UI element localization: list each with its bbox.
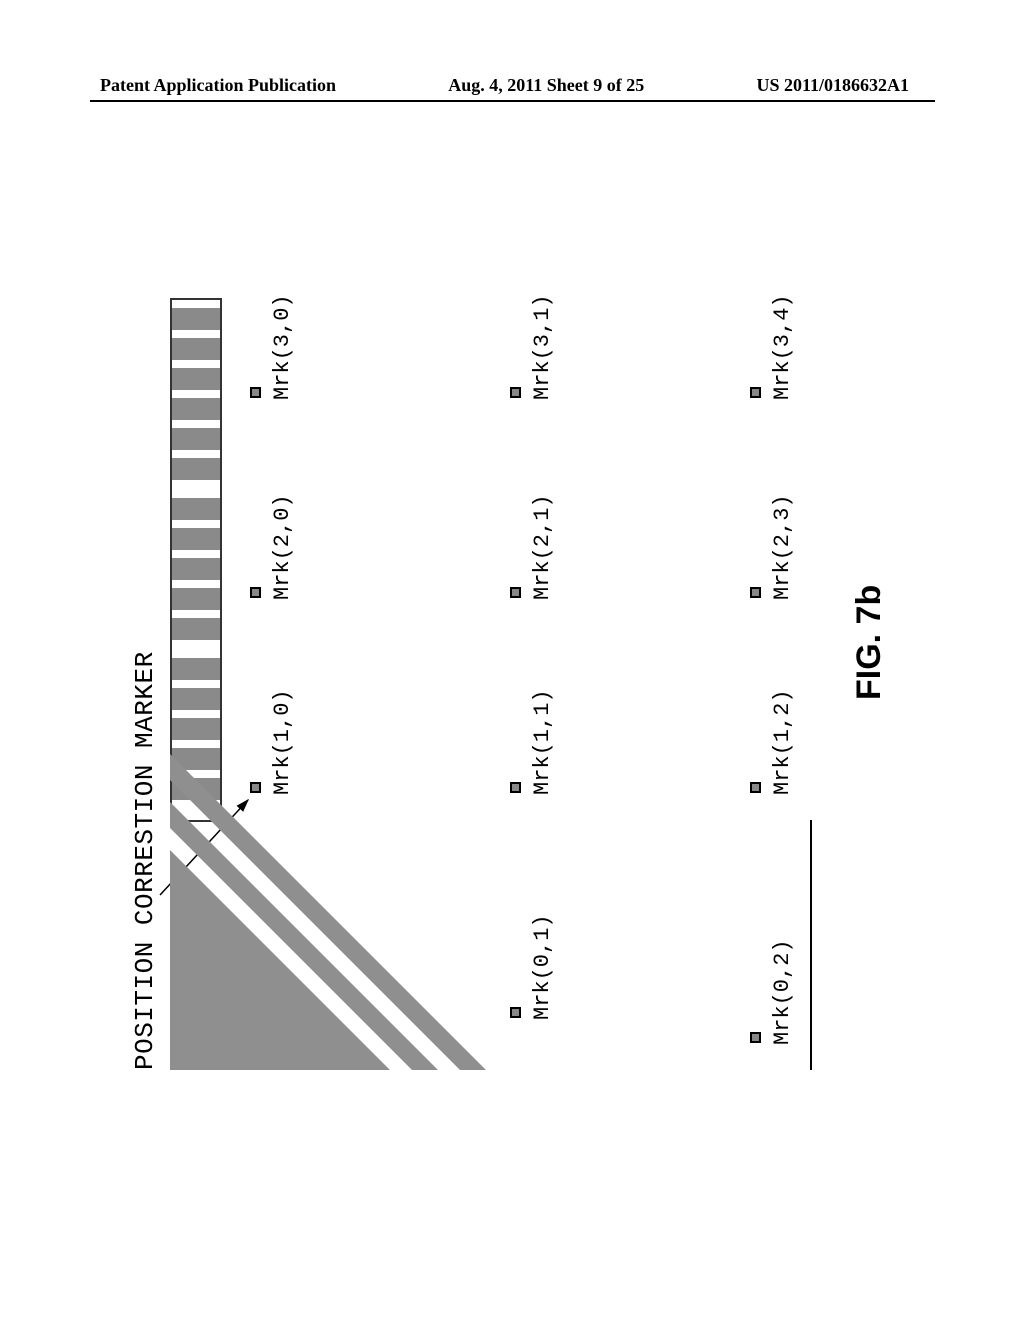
marker-label: Mrk(2,1) [530,494,555,600]
marker-square-icon [250,782,261,793]
marker-label: Mrk(1,2) [770,689,795,795]
marker-label: Mrk(0,2) [770,939,795,1045]
marker-square-icon [510,782,521,793]
marker-square-icon [250,387,261,398]
position-marker: Mrk(1,1) [530,689,555,795]
figure-title: POSITION CORRESTION MARKER [130,651,160,1070]
position-marker: Mrk(3,4) [770,294,795,400]
barcode-strip [170,298,222,822]
position-marker: Mrk(2,3) [770,494,795,600]
marker-square-icon [250,587,261,598]
marker-label: Mrk(0,1) [530,914,555,1020]
marker-label: Mrk(3,4) [770,294,795,400]
header-rule [90,100,935,102]
figure-rotated: POSITION CORRESTION MARKER Mrk(1,0) Mrk(2… [130,220,900,1090]
position-marker: Mrk(0,2) [770,939,795,1045]
marker-label: Mrk(3,0) [270,294,295,400]
position-marker: Mrk(2,0) [270,494,295,600]
marker-label: Mrk(2,0) [270,494,295,600]
marker-square-icon [750,387,761,398]
figure-label: FIG. 7b [850,585,889,700]
marker-label: Mrk(3,1) [530,294,555,400]
marker-square-icon [510,587,521,598]
position-marker: Mrk(3,1) [530,294,555,400]
position-marker: Mrk(1,2) [770,689,795,795]
header-left: Patent Application Publication [100,75,336,96]
marker-label: Mrk(1,1) [530,689,555,795]
position-marker: Mrk(3,0) [270,294,295,400]
marker-label: Mrk(2,3) [770,494,795,600]
marker-square-icon [750,782,761,793]
marker-square-icon [750,1032,761,1043]
page-header: Patent Application Publication Aug. 4, 2… [0,75,1024,96]
corner-triangle [170,750,490,1070]
marker-square-icon [510,1007,521,1018]
position-marker: Mrk(2,1) [530,494,555,600]
marker-label: Mrk(1,0) [270,689,295,795]
figure-stage: POSITION CORRESTION MARKER Mrk(1,0) Mrk(2… [130,220,900,1090]
frame-corner [810,820,812,1070]
header-center: Aug. 4, 2011 Sheet 9 of 25 [448,75,644,96]
marker-square-icon [510,387,521,398]
header-right: US 2011/0186632A1 [756,75,909,96]
position-marker: Mrk(1,0) [270,689,295,795]
marker-square-icon [750,587,761,598]
position-marker: Mrk(0,1) [530,914,555,1020]
